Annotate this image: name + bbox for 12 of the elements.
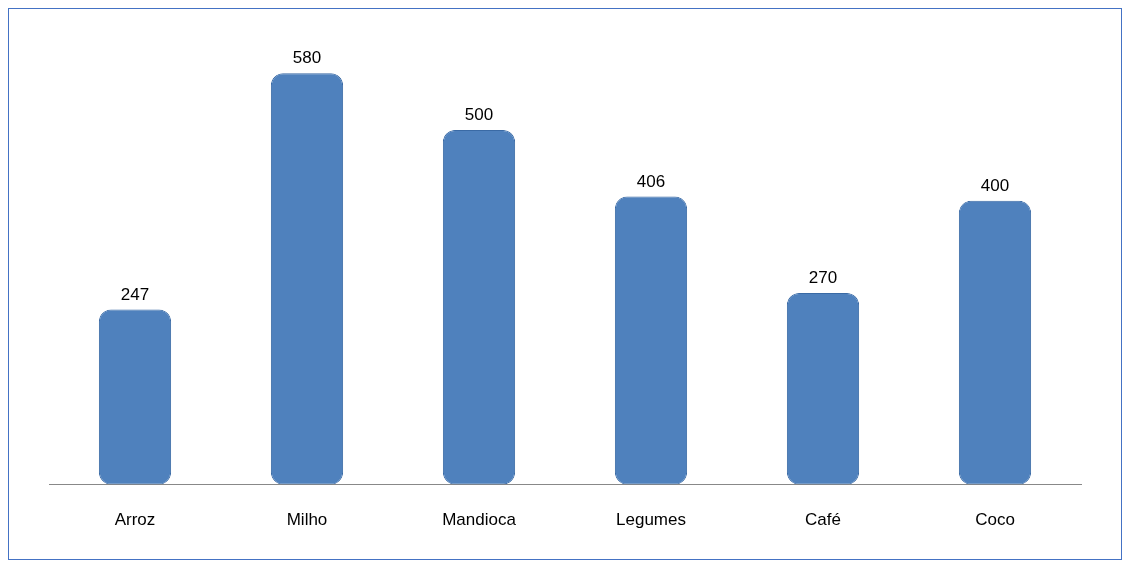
data-label: 406 bbox=[636, 171, 666, 191]
x-tick-label: Coco bbox=[975, 510, 1015, 530]
x-tick-label: Arroz bbox=[114, 510, 156, 530]
data-label: 400 bbox=[980, 176, 1010, 196]
data-label: 270 bbox=[808, 268, 838, 288]
x-tick-label: Café bbox=[805, 510, 841, 530]
x-tick-label: Legumes bbox=[616, 510, 686, 530]
x-tick-label: Milho bbox=[286, 510, 328, 530]
x-tick-label: Mandioca bbox=[442, 510, 517, 530]
data-label: 580 bbox=[292, 48, 322, 68]
data-label: 500 bbox=[464, 105, 494, 125]
data-label: 247 bbox=[120, 284, 150, 304]
